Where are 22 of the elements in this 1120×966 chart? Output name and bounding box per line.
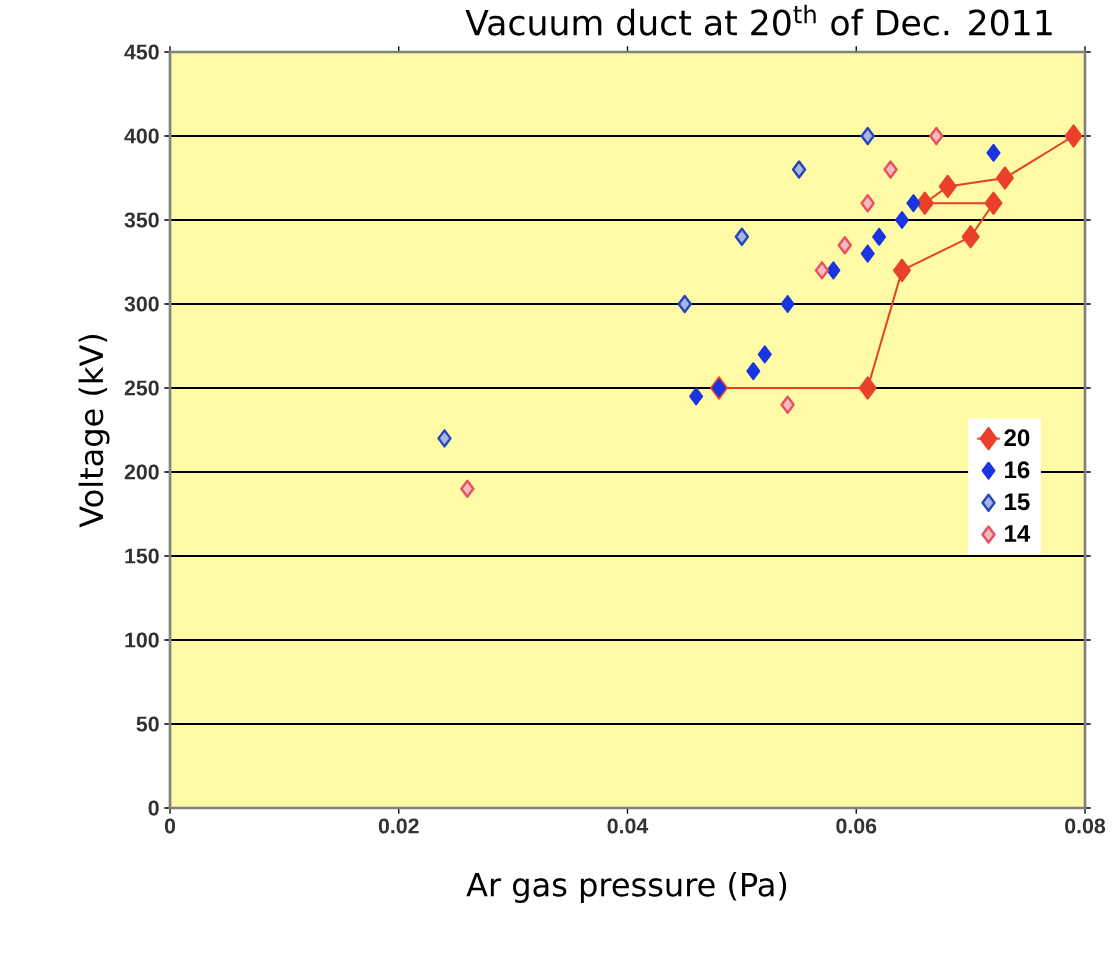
x-axis-title: Ar gas pressure (Pa): [466, 871, 787, 903]
x-tick-label: 0.08: [1065, 818, 1106, 834]
legend-label: 15: [1005, 493, 1030, 511]
y-tick-label: 400: [124, 128, 159, 144]
y-tick-label: 200: [124, 464, 159, 480]
legend-label: 20: [1004, 429, 1030, 447]
y-tick-label: 250: [124, 380, 159, 396]
y-tick-label: 450: [124, 44, 159, 60]
y-tick-label: 50: [136, 716, 159, 732]
legend-label: 14: [1005, 525, 1031, 542]
x-tick-label: 0.06: [836, 818, 877, 834]
x-tick-label: 0.04: [607, 818, 649, 834]
x-tick-label: 0.02: [378, 818, 419, 834]
y-tick-label: 350: [124, 212, 159, 228]
y-tick-label: 300: [124, 296, 159, 312]
y-tick-label: 0: [148, 800, 159, 816]
y-axis-title: Voltage (kV): [78, 334, 110, 528]
legend-label: 16: [1005, 461, 1030, 479]
y-tick-label: 150: [125, 548, 159, 564]
chart-title: Vacuum duct at 20$^{th}$ of Dec. 2011: [465, 4, 1052, 36]
x-tick-label: 0: [164, 818, 176, 834]
y-tick-label: 100: [125, 632, 159, 648]
